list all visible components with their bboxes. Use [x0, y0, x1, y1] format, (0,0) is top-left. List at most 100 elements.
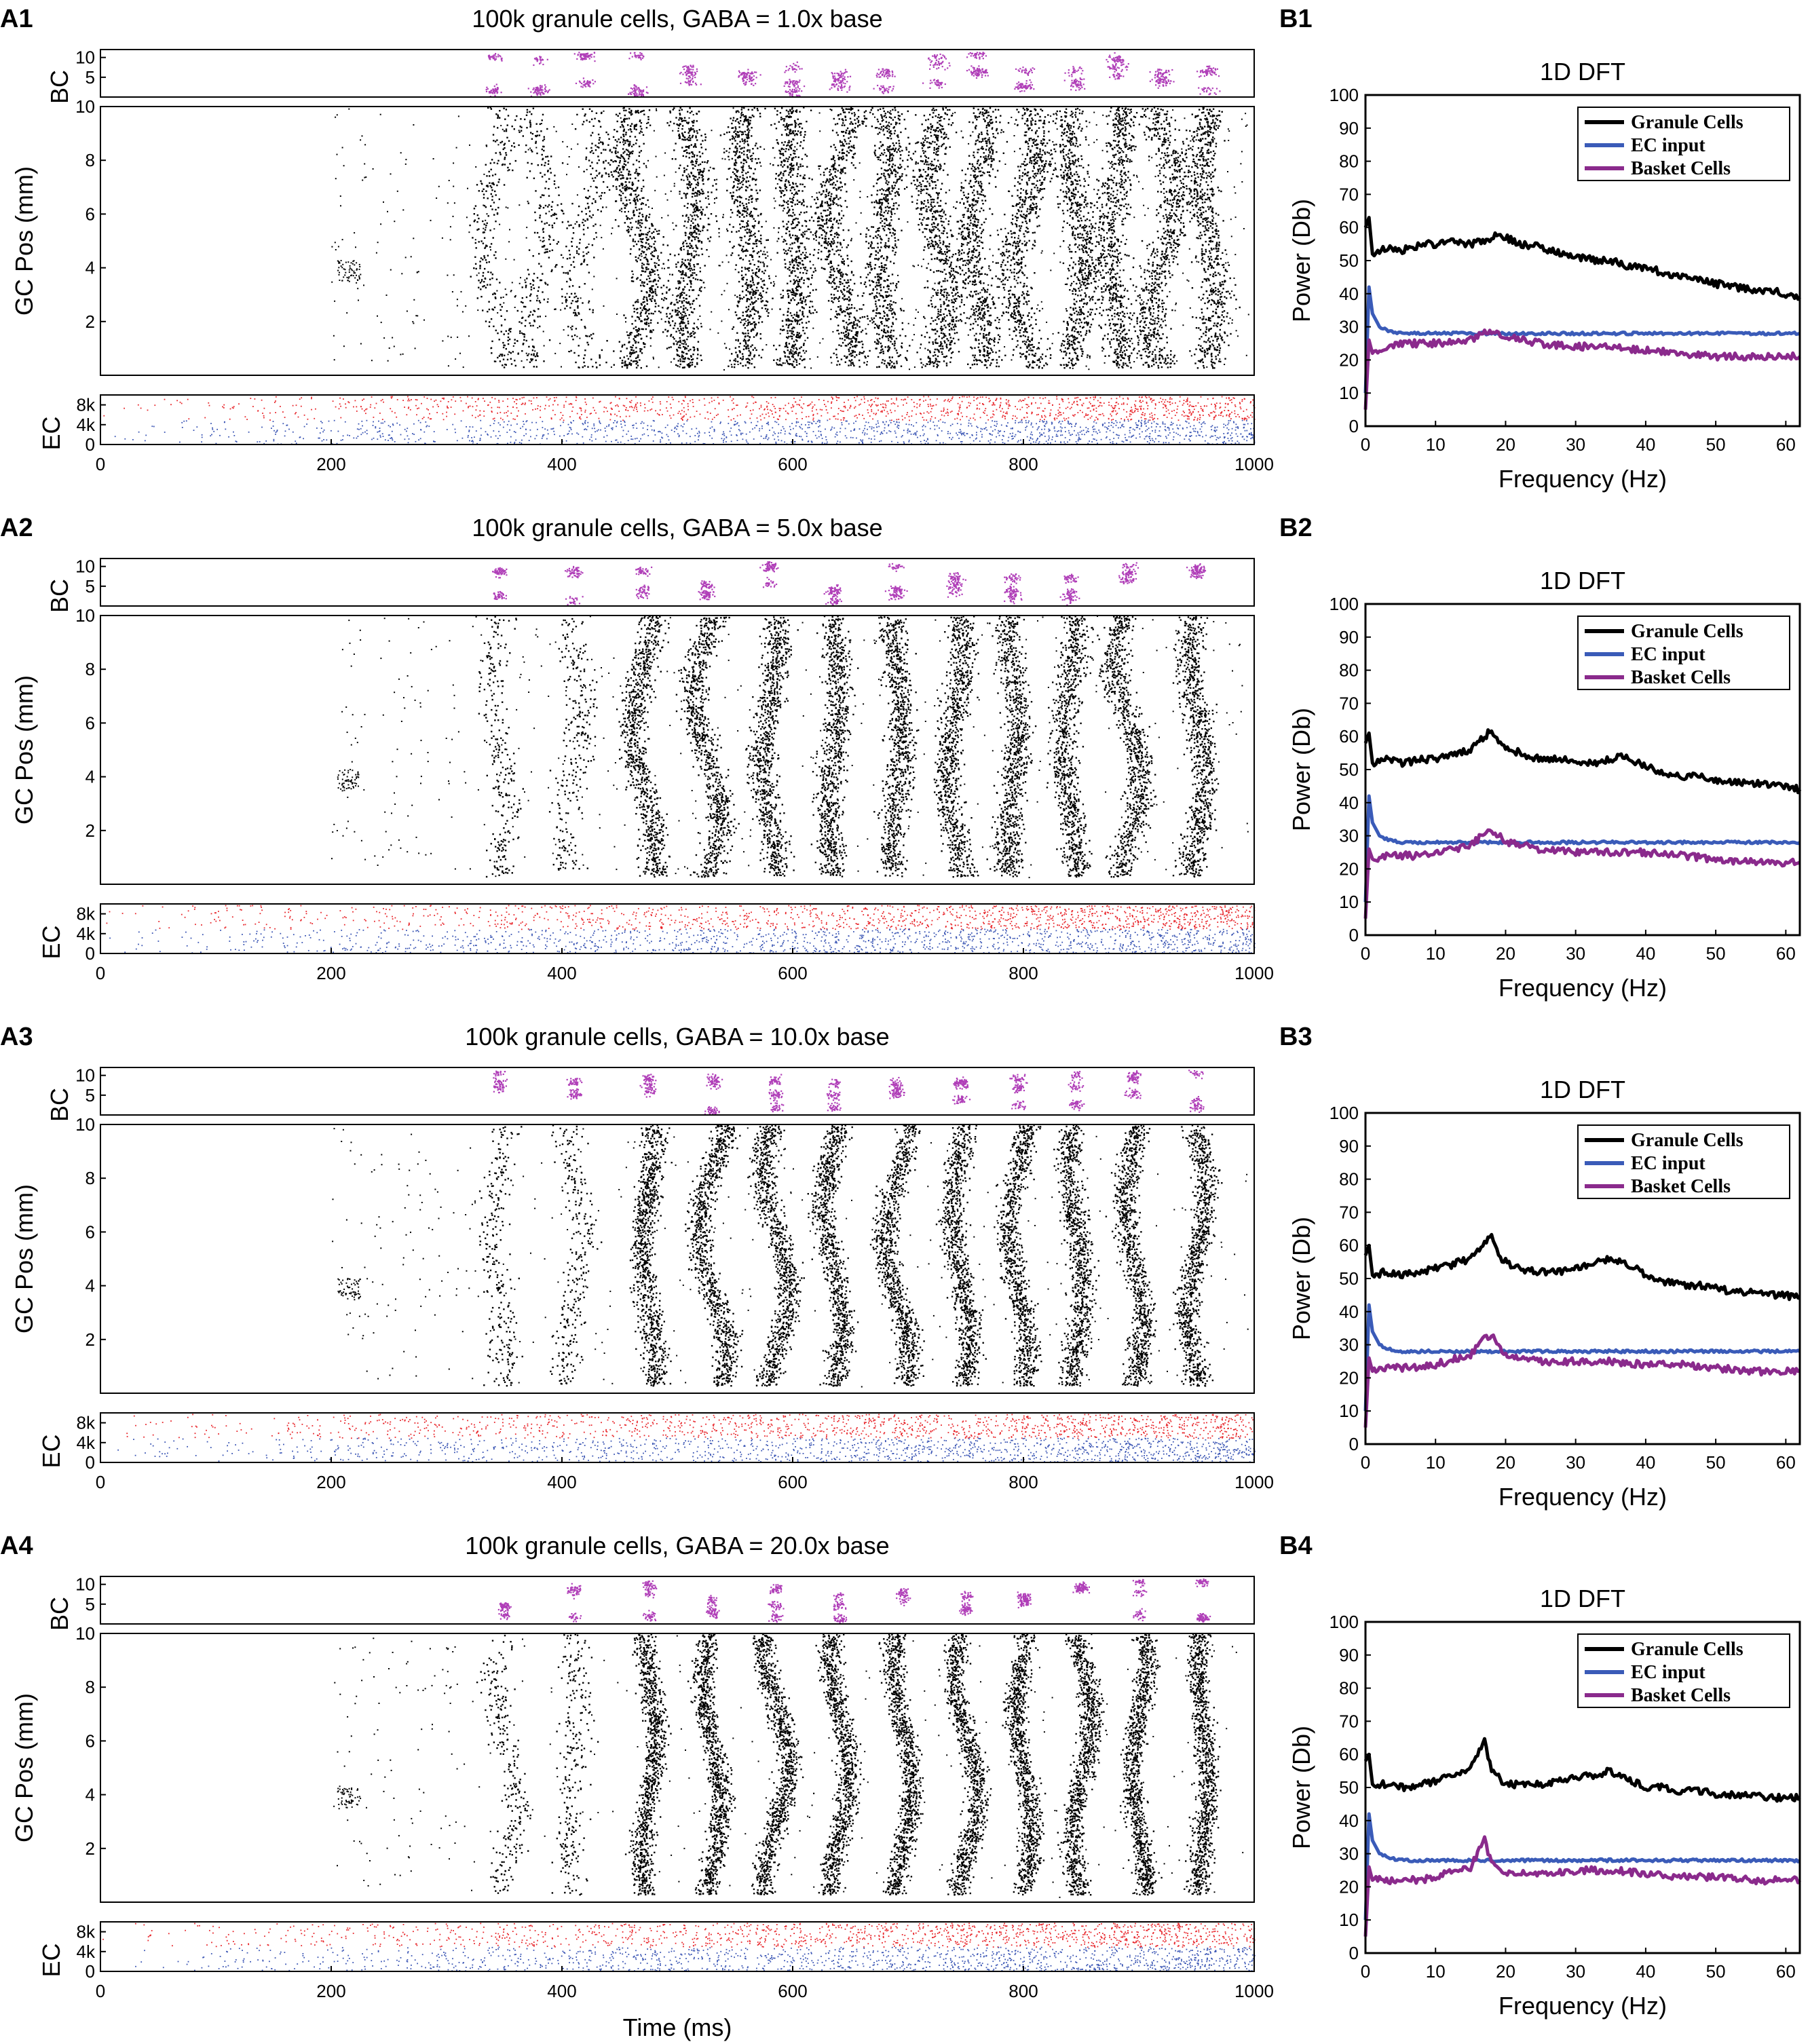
time-xlabel: Time (ms) — [623, 2013, 732, 2041]
dft-xtick-label: 60 — [1776, 434, 1796, 455]
dft-ytick-label: 70 — [1339, 693, 1359, 713]
legend-entry: Basket Cells — [1631, 667, 1731, 688]
dft-xtick-label: 20 — [1496, 434, 1515, 455]
dft-xtick-label: 60 — [1776, 1961, 1796, 1982]
dft-ytick-label: 70 — [1339, 1202, 1359, 1222]
gc-ytick-label: 8 — [86, 659, 95, 679]
panel-label: A3 — [0, 1023, 33, 1051]
dft-ytick-label: 60 — [1339, 726, 1359, 746]
dft-xlabel: Frequency (Hz) — [1498, 974, 1667, 1002]
dft-ytick-label: 20 — [1339, 1876, 1359, 1897]
legend-entry: Granule Cells — [1631, 1639, 1743, 1660]
bc-spikes — [492, 561, 1206, 606]
dft-series-granule-cells — [1365, 218, 1800, 299]
xtick-label: 800 — [1008, 454, 1038, 474]
panel-label: B4 — [1279, 1532, 1313, 1560]
dft-ylabel: Power (Db) — [1287, 708, 1315, 831]
gc-spikes — [331, 107, 1249, 371]
dft-ytick-label: 40 — [1339, 1811, 1359, 1831]
xtick-label: 400 — [547, 454, 576, 474]
bc-ytick-label: 10 — [75, 48, 95, 68]
dft-xtick-label: 20 — [1496, 1452, 1515, 1473]
dft-xtick-label: 60 — [1776, 1452, 1796, 1473]
dft-xtick-label: 60 — [1776, 943, 1796, 964]
panel-label: B1 — [1279, 5, 1313, 33]
dft-ytick-label: 40 — [1339, 793, 1359, 813]
xtick-label: 800 — [1008, 963, 1038, 983]
dft-xtick-label: 0 — [1361, 1452, 1370, 1473]
dft-xtick-label: 50 — [1706, 943, 1726, 964]
bc-ylabel: BC — [45, 1088, 73, 1122]
gc-ytick-label: 6 — [86, 1730, 95, 1751]
dft-ytick-label: 90 — [1339, 118, 1359, 138]
ec-axes-frame — [100, 1922, 1254, 1971]
ec-ytick-label: 8k — [77, 1922, 96, 1942]
raster-panel-a1: A1 100k granule cells, GABA = 1.0x base BC… — [0, 5, 1274, 474]
gc-ytick-label: 8 — [86, 150, 95, 170]
ec-spikes-high — [126, 1414, 1253, 1439]
dft-ytick-label: 100 — [1330, 594, 1359, 614]
legend-entry: Granule Cells — [1631, 1130, 1743, 1151]
dft-ytick-label: 0 — [1349, 416, 1359, 436]
bc-ylabel: BC — [45, 70, 73, 104]
xtick-label: 400 — [547, 963, 576, 983]
dft-title: 1D DFT — [1540, 1585, 1625, 1612]
bc-axes-frame — [100, 1067, 1254, 1115]
dft-ytick-label: 90 — [1339, 1645, 1359, 1665]
dft-ytick-label: 0 — [1349, 1943, 1359, 1963]
dft-xtick-label: 40 — [1636, 1961, 1655, 1982]
ec-spikes-high — [107, 905, 1256, 930]
bc-ytick-label: 5 — [86, 1594, 95, 1614]
dft-ytick-label: 30 — [1339, 317, 1359, 337]
panel-label: B3 — [1279, 1023, 1313, 1051]
dft-ytick-label: 80 — [1339, 151, 1359, 172]
ec-ytick-label: 8k — [77, 395, 96, 415]
panel-title: 100k granule cells, GABA = 5.0x base — [472, 514, 882, 542]
gc-ylabel: GC Pos (mm) — [10, 1184, 38, 1333]
dft-ytick-label: 10 — [1339, 1401, 1359, 1421]
gc-ytick-label: 8 — [86, 1168, 95, 1188]
dft-xtick-label: 0 — [1361, 1961, 1370, 1982]
dft-xtick-label: 10 — [1426, 1961, 1446, 1982]
dft-ytick-label: 50 — [1339, 1777, 1359, 1798]
dft-xtick-label: 50 — [1706, 1452, 1726, 1473]
ec-ylabel: EC — [37, 1434, 65, 1468]
dft-series-ec-input — [1365, 287, 1800, 393]
panel-title: 100k granule cells, GABA = 1.0x base — [472, 5, 882, 33]
dft-xtick-label: 10 — [1426, 943, 1446, 964]
raster-panel-a4: A4 100k granule cells, GABA = 20.0x baseB… — [0, 1532, 1274, 2001]
bc-ytick-label: 5 — [86, 576, 95, 597]
dft-ytick-label: 70 — [1339, 184, 1359, 204]
xtick-label: 1000 — [1234, 963, 1274, 983]
dft-ytick-label: 30 — [1339, 1844, 1359, 1864]
dft-ytick-label: 40 — [1339, 1302, 1359, 1322]
dft-xtick-label: 40 — [1636, 943, 1655, 964]
dft-ytick-label: 100 — [1330, 85, 1359, 105]
xtick-label: 800 — [1008, 1981, 1038, 2001]
gc-axes-frame — [100, 1633, 1254, 1902]
legend-entry: Basket Cells — [1631, 158, 1731, 179]
ec-ytick-label: 8k — [77, 904, 96, 924]
dft-series-basket-cells — [1365, 330, 1800, 410]
dft-ylabel: Power (Db) — [1287, 1217, 1315, 1340]
panel-label: A1 — [0, 5, 33, 33]
legend-entry: Granule Cells — [1631, 112, 1743, 133]
xtick-label: 200 — [316, 1981, 345, 2001]
dft-ytick-label: 10 — [1339, 892, 1359, 912]
gc-ylabel: GC Pos (mm) — [10, 166, 38, 316]
panel-title: 100k granule cells, GABA = 10.0x base — [465, 1023, 889, 1051]
dft-ylabel: Power (Db) — [1287, 199, 1315, 322]
dft-ytick-label: 20 — [1339, 858, 1359, 879]
dft-series-ec-input — [1365, 1814, 1800, 1920]
gc-ytick-label: 2 — [86, 1838, 95, 1859]
ec-ylabel: EC — [37, 416, 65, 450]
ec-ytick-label: 4k — [77, 415, 96, 435]
dft-xtick-label: 0 — [1361, 943, 1370, 964]
dft-ytick-label: 50 — [1339, 1268, 1359, 1289]
gc-ytick-label: 4 — [86, 1276, 95, 1296]
ec-spikes-low — [115, 420, 1256, 445]
